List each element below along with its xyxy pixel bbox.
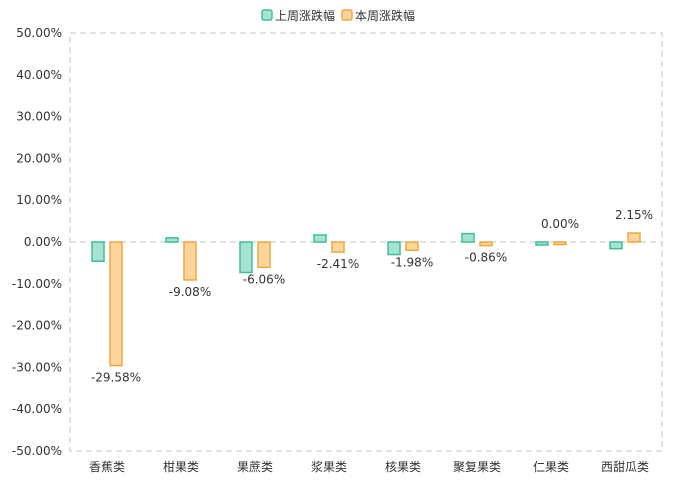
bar-this-week xyxy=(553,241,567,246)
data-label: -2.41% xyxy=(317,257,359,271)
legend: 上周涨跌幅 本周涨跌幅 xyxy=(261,8,415,23)
x-tick-label: 仁果类 xyxy=(533,460,569,474)
data-label: 0.00% xyxy=(541,217,579,231)
y-tick-label: -40.00% xyxy=(12,402,62,416)
y-tick-label: 50.00% xyxy=(16,26,62,40)
y-tick-label: 40.00% xyxy=(16,68,62,82)
y-tick-label: -30.00% xyxy=(12,360,62,374)
legend-swatch-last-week xyxy=(261,9,273,21)
bar-last-week xyxy=(165,237,179,243)
data-label: -0.86% xyxy=(465,251,507,265)
y-tick-label: 30.00% xyxy=(16,110,62,124)
bars xyxy=(91,232,641,367)
bar-this-week xyxy=(405,241,419,252)
bar-last-week xyxy=(609,241,623,250)
bar-this-week xyxy=(627,232,641,243)
legend-label: 上周涨跌幅 xyxy=(275,8,335,23)
plot-frame xyxy=(69,32,663,452)
y-tick-label: 10.00% xyxy=(16,193,62,207)
bar-last-week xyxy=(461,232,475,243)
x-tick-label: 核果类 xyxy=(385,460,421,474)
x-tick-label: 浆果类 xyxy=(311,459,347,474)
data-label: -1.98% xyxy=(391,255,433,269)
legend-label: 本周涨跌幅 xyxy=(355,8,415,23)
y-axis: 50.00% 40.00% 30.00% 20.00% 10.00% 0.00% -10.0… xyxy=(12,26,62,458)
data-label: 2.15% xyxy=(615,208,653,222)
legend-swatch-this-week xyxy=(341,9,353,21)
bar-last-week xyxy=(535,241,549,246)
bar-last-week xyxy=(91,241,105,262)
data-label: -29.58% xyxy=(91,371,141,385)
y-tick-label: -10.00% xyxy=(12,277,62,291)
data-labels: -29.58% -9.08% -6.06% -2.41% -1.98% -0.86% 0.0… xyxy=(91,208,653,385)
x-tick-label: 西甜瓜类 xyxy=(601,460,649,474)
data-label: -9.08% xyxy=(169,285,211,299)
bar-this-week xyxy=(183,241,197,281)
data-label: -6.06% xyxy=(243,272,285,286)
y-tick-label: -50.00% xyxy=(12,444,62,458)
x-tick-label: 香蕉类 xyxy=(89,460,125,474)
x-tick-label: 果蔗类 xyxy=(237,460,273,474)
y-tick-label: -20.00% xyxy=(12,319,62,333)
bar-this-week xyxy=(257,241,271,269)
bar-last-week xyxy=(313,234,327,243)
bar-this-week xyxy=(479,241,493,247)
x-tick-label: 聚复果类 xyxy=(453,460,501,474)
y-tick-label: 20.00% xyxy=(16,151,62,165)
y-tick-label: 0.00% xyxy=(24,235,62,249)
x-axis: 香蕉类 柑果类 果蔗类 浆果类 核果类 聚复果类 仁果类 西甜瓜类 xyxy=(89,459,649,474)
bar-last-week xyxy=(239,241,253,274)
bar-last-week xyxy=(387,241,401,256)
bar-this-week xyxy=(109,241,123,367)
bar-this-week xyxy=(331,241,345,253)
x-tick-label: 柑果类 xyxy=(163,459,199,474)
